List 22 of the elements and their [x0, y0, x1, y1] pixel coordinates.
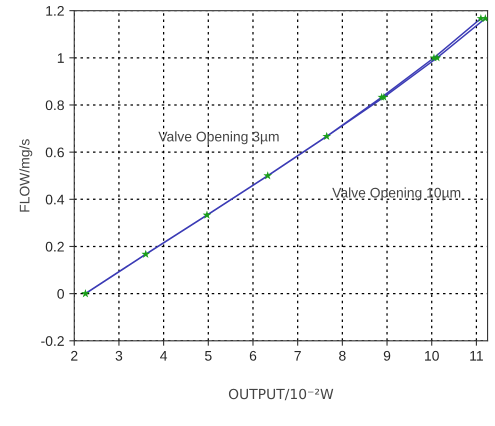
- x-tick-label: 11: [470, 351, 483, 361]
- x-tick-label: 10: [425, 350, 439, 361]
- x-axis-title: OUTPUT/10⁻²W: [228, 388, 334, 400]
- x-tick-label: 3: [116, 350, 122, 361]
- y-tick-label: 0.2: [46, 242, 64, 252]
- y-axis-title: FLOW/mg/s: [19, 139, 32, 212]
- x-tick-label: 4: [160, 351, 168, 361]
- y-tick-label: 1: [58, 53, 64, 63]
- y-tick-label: 1.2: [46, 6, 64, 16]
- x-tick-label: 5: [204, 351, 212, 361]
- x-tick-label: 6: [250, 350, 256, 361]
- y-tick-label: -0.2: [41, 336, 64, 346]
- x-tick-label: 8: [339, 350, 346, 361]
- x-tick-label: 9: [384, 350, 390, 361]
- y-tick-label: 0: [57, 288, 64, 299]
- x-tick-label: 2: [71, 350, 78, 361]
- x-tick-label: 7: [294, 351, 301, 361]
- y-tick-label: 0.8: [46, 100, 64, 110]
- y-tick-label: 0.6: [46, 147, 64, 158]
- y-tick-label: 0.4: [46, 194, 64, 204]
- annotation: Valve Opening 3µm: [158, 131, 279, 144]
- annotation: Valve Opening 10µm: [332, 187, 460, 200]
